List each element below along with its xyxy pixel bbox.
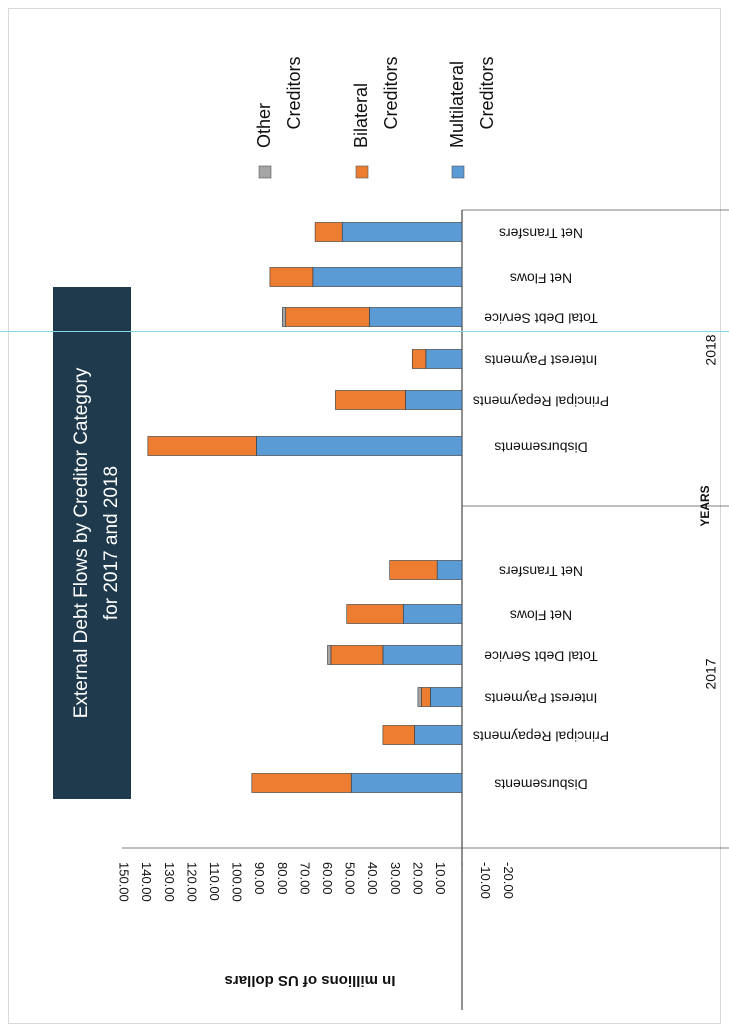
tick-label: 80.00 <box>275 862 290 895</box>
bar-segment <box>341 222 463 242</box>
bar-segment <box>436 560 463 580</box>
bar-segment <box>147 436 257 456</box>
bar-segment <box>411 349 427 369</box>
legend-swatch <box>451 165 465 179</box>
legend-label: Bilateral <box>351 83 371 148</box>
category-label: Disbursements <box>494 776 587 792</box>
bar-segment <box>330 645 384 665</box>
tick-label: 40.00 <box>365 862 380 895</box>
bar-segment <box>414 725 463 745</box>
bar-segment <box>350 773 463 793</box>
page-frame <box>8 8 721 1024</box>
tick-label: 120.00 <box>184 862 199 902</box>
tick-label: 70.00 <box>297 862 312 895</box>
legend-label: Other <box>254 103 274 148</box>
category-label: Net Transfers <box>499 225 583 241</box>
tick-label: - <box>456 862 471 866</box>
legend-label: Multilateral <box>447 61 467 148</box>
bar-segment <box>282 307 287 327</box>
bar-segment <box>314 222 343 242</box>
tick-label: 90.00 <box>252 862 267 895</box>
tick-label: 130.00 <box>162 862 177 902</box>
x-axis-label: YEARS <box>698 485 712 526</box>
category-label: Net Flows <box>510 270 572 286</box>
tick-label: 140.00 <box>139 862 154 902</box>
bar-segment <box>256 436 463 456</box>
category-label: Net Flows <box>510 607 572 623</box>
bar-segment <box>335 390 406 410</box>
year-label: 2017 <box>703 658 719 689</box>
title-box <box>53 287 131 799</box>
tick-label: 60.00 <box>320 862 335 895</box>
category-label: Principal Repayments <box>473 728 609 744</box>
year-label: 2018 <box>703 334 719 365</box>
bar-segment <box>382 725 415 745</box>
bar-segment <box>312 267 463 287</box>
bar-segment <box>382 645 463 665</box>
bar-segment <box>402 604 463 624</box>
bar-segment <box>251 773 352 793</box>
legend-swatch <box>355 165 369 179</box>
chart-title-line: for 2017 and 2018 <box>101 466 122 620</box>
bar-segment <box>417 687 422 707</box>
category-label: Disbursements <box>494 439 587 455</box>
bar-segment <box>421 687 431 707</box>
legend-label: Creditors <box>477 56 497 129</box>
bar-segment <box>285 307 370 327</box>
tick-label: 50.00 <box>343 862 358 895</box>
bar-segment <box>327 645 332 665</box>
tick-label: -10.00 <box>478 862 493 899</box>
bar-segment <box>346 604 404 624</box>
y-axis-label: In millions of US dollars <box>225 972 396 989</box>
legend-swatch <box>258 165 272 179</box>
bar-segment <box>369 307 463 327</box>
tick-label: 30.00 <box>388 862 403 895</box>
chart-title-line: External Debt Flows by Creditor Category <box>71 367 92 718</box>
tick-label: 20.00 <box>410 862 425 895</box>
bar-segment <box>425 349 463 369</box>
category-label: Total Debt Service <box>484 648 598 664</box>
legend-label: Creditors <box>284 56 304 129</box>
scan-line <box>0 331 729 332</box>
bar-segment <box>389 560 438 580</box>
tick-label: 150.00 <box>117 862 132 902</box>
tick-label: 100.00 <box>230 862 245 902</box>
bar-segment <box>269 267 314 287</box>
legend-label: Creditors <box>381 56 401 129</box>
tick-label: 110.00 <box>207 862 222 901</box>
plot-area: 150.00 140.00 130.00 120.00 110.00 100.00 90.0… <box>53 56 729 1010</box>
category-label: Net Transfers <box>499 563 583 579</box>
category-label: Total Debt Service <box>484 310 598 326</box>
category-label: Interest Payments <box>485 352 598 368</box>
category-label: Interest Payments <box>485 690 598 706</box>
bar-segment <box>430 687 463 707</box>
tick-label: -20.00 <box>501 862 516 899</box>
tick-label: 10.00 <box>433 862 448 895</box>
category-label: Principal Repayments <box>473 393 609 409</box>
bar-segment <box>405 390 463 410</box>
